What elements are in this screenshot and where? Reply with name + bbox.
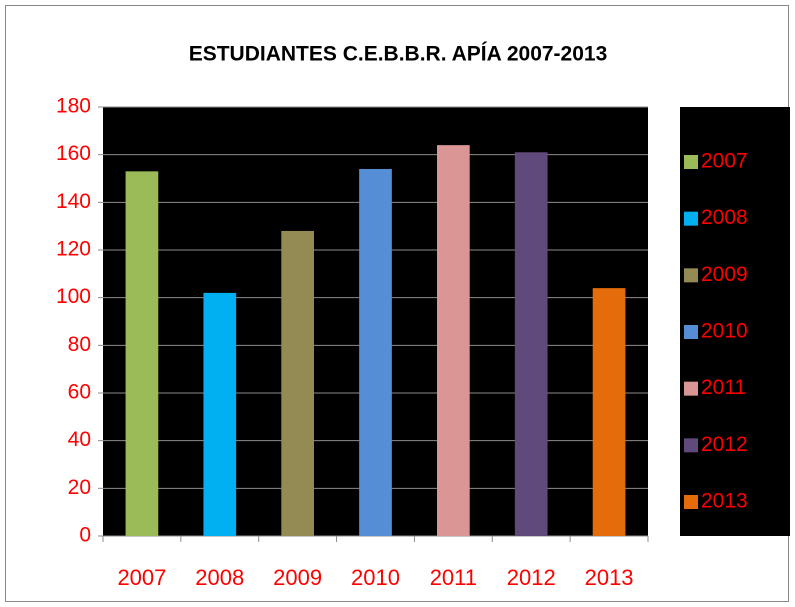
y-tick-label: 60: [68, 381, 91, 404]
x-tick-label: 2010: [351, 565, 400, 590]
y-tick-label: 180: [56, 95, 91, 118]
legend-label: 2012: [701, 433, 748, 456]
y-tick-label: 80: [68, 333, 91, 356]
y-tick-label: 160: [56, 142, 91, 165]
x-tick-label: 2011: [430, 565, 477, 590]
x-tick-label: 2012: [507, 565, 556, 590]
legend: [680, 107, 790, 536]
legend-swatch: [684, 268, 698, 283]
legend-label: 2009: [701, 263, 748, 286]
y-tick-label: 140: [56, 190, 91, 213]
x-tick-label: 2008: [195, 565, 244, 590]
bar: [514, 152, 548, 537]
bar: [437, 145, 470, 536]
legend-swatch: [684, 211, 698, 226]
bar: [125, 171, 159, 536]
legend-label: 2008: [701, 206, 748, 229]
legend-swatch: [684, 438, 698, 453]
legend-swatch: [684, 325, 698, 339]
y-tick-label: 120: [56, 238, 91, 261]
y-tick-label: 40: [68, 428, 91, 451]
x-tick-label: 2007: [117, 565, 166, 590]
bar: [359, 168, 392, 536]
legend-label: 2013: [701, 490, 748, 513]
legend-label: 2007: [701, 150, 748, 173]
legend-swatch: [684, 381, 698, 396]
bar: [281, 230, 314, 536]
bar: [203, 292, 237, 536]
bar: [592, 288, 626, 536]
legend-label: 2011: [701, 376, 746, 399]
legend-label: 2010: [701, 320, 748, 343]
x-tick-label: 2009: [273, 565, 322, 590]
y-tick-label: 20: [68, 476, 91, 499]
y-tick-label: 100: [56, 285, 91, 308]
chart-title: ESTUDIANTES C.E.B.B.R. APÍA 2007-2013: [189, 43, 608, 66]
legend-swatch: [684, 495, 698, 509]
x-tick-label: 2013: [585, 565, 634, 590]
legend-swatch: [684, 155, 698, 169]
y-tick-label: 0: [79, 524, 91, 547]
